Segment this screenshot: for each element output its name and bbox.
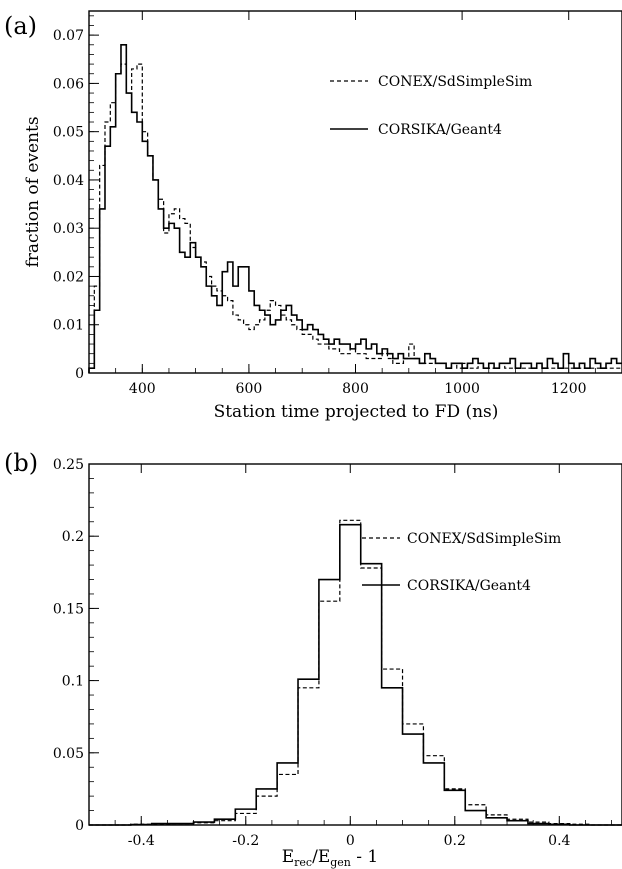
corsika-series-line bbox=[89, 523, 622, 826]
y-tick-label: 0.06 bbox=[53, 76, 84, 92]
y-tick-label: 0 bbox=[75, 818, 84, 834]
y-tick-label: 0.04 bbox=[53, 173, 84, 189]
panel-b-series bbox=[89, 519, 622, 826]
y-tick-label: 0.1 bbox=[62, 674, 84, 690]
x-tick-label: 600 bbox=[236, 381, 263, 397]
panel-b-plot-frame bbox=[88, 463, 622, 826]
x-tick-label: 0 bbox=[346, 833, 355, 849]
conex-series-line bbox=[89, 519, 622, 826]
panel-b: (b) -0.4 -0.2 0 0.2 0.4 0 0.05 0.1 0.15 0.2 0.25 C… bbox=[4, 449, 622, 869]
x-tick-label: 400 bbox=[129, 381, 156, 397]
panel-a-y-axis-label: fraction of events bbox=[23, 116, 43, 267]
panel-b-x-axis-label: Erec/Egen - 1 bbox=[282, 847, 379, 869]
panel-a-series bbox=[88, 43, 622, 373]
panel-a-plot-frame bbox=[88, 10, 622, 374]
panel-a-label: (a) bbox=[4, 12, 37, 40]
x-tick-label: 0.4 bbox=[548, 833, 570, 849]
x-tick-label: 1200 bbox=[551, 381, 587, 397]
x-tick-label: -0.2 bbox=[232, 833, 259, 849]
legend-b-item-conex: CONEX/SdSimpleSim bbox=[407, 531, 561, 547]
x-tick-label: 0.2 bbox=[444, 833, 466, 849]
x-tick-label: -0.4 bbox=[128, 833, 155, 849]
corsika-series-line bbox=[88, 43, 622, 373]
y-tick-label: 0.15 bbox=[53, 601, 84, 617]
y-tick-label: 0.05 bbox=[53, 746, 84, 762]
panel-b-ticks: -0.4 -0.2 0 0.2 0.4 0 0.05 0.1 0.15 0.2 0.25 bbox=[53, 457, 612, 849]
conex-series-line bbox=[88, 63, 622, 373]
x-tick-label: 1000 bbox=[444, 381, 480, 397]
y-tick-label: 0.01 bbox=[53, 318, 84, 334]
panel-a-x-axis-label: Station time projected to FD (ns) bbox=[214, 402, 499, 422]
panel-b-label: (b) bbox=[4, 449, 38, 477]
legend-a-item-corsika: CORSIKA/Geant4 bbox=[378, 122, 502, 138]
panel-a: (a) 400 600 800 1000 1200 0 0.01 0.02 0.03 0.04 0.… bbox=[4, 10, 622, 422]
y-tick-label: 0.25 bbox=[53, 457, 84, 473]
y-tick-label: 0 bbox=[75, 366, 84, 382]
legend-b-item-corsika: CORSIKA/Geant4 bbox=[407, 578, 531, 594]
legend-a-item-conex: CONEX/SdSimpleSim bbox=[378, 74, 532, 90]
panel-a-ticks: 400 600 800 1000 1200 0 0.01 0.02 0.03 0.04 0.05 0.… bbox=[53, 11, 622, 397]
y-tick-label: 0.07 bbox=[53, 28, 84, 44]
panel-a-legend: CONEX/SdSimpleSim CORSIKA/Geant4 bbox=[330, 74, 532, 138]
y-tick-label: 0.2 bbox=[62, 529, 84, 545]
y-tick-label: 0.03 bbox=[53, 221, 84, 237]
x-tick-label: 800 bbox=[342, 381, 369, 397]
panel-b-legend: CONEX/SdSimpleSim CORSIKA/Geant4 bbox=[362, 531, 561, 594]
y-tick-label: 0.05 bbox=[53, 125, 84, 141]
y-tick-label: 0.02 bbox=[53, 269, 84, 285]
